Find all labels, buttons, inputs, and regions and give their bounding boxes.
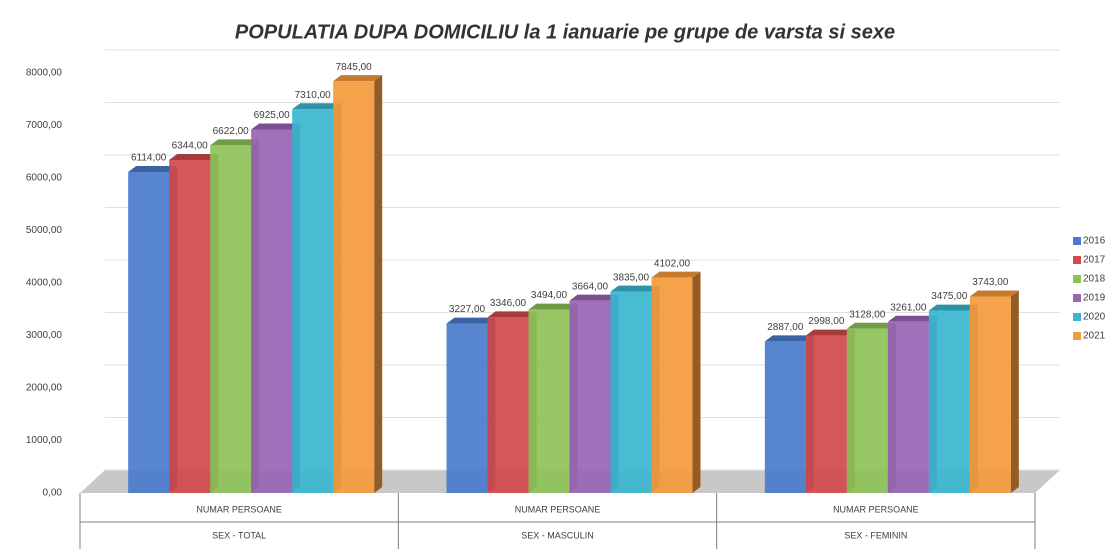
legend-swatch [1073,294,1081,302]
bar [846,328,888,493]
bar-top [169,153,219,160]
bar-top [487,311,537,318]
bar [887,321,929,493]
legend-label: 2018 [1083,274,1106,285]
bar [169,159,211,493]
data-label: 7845,00 [336,62,373,73]
data-label: 3494,00 [531,290,568,301]
bar-top [651,271,701,278]
bar [487,317,529,493]
y-tick-label: 2000,00 [26,383,63,394]
x-tick-label: SEX - MASCULIN [521,530,594,540]
data-label: 6114,00 [131,153,167,164]
data-label: 3128,00 [849,309,886,320]
bar [969,296,1011,493]
y-tick-label: 0,00 [43,488,63,499]
bar-side [374,75,383,493]
bar [128,172,170,493]
bar [764,341,806,493]
legend-label: 2016 [1083,236,1106,247]
bar-top [528,303,578,310]
bar [251,129,293,493]
bar-top [251,123,301,130]
bar [651,277,693,493]
bar-top [928,304,978,311]
x-tick-label: NUMAR PERSOANE [196,504,282,514]
bar-top [569,294,619,301]
data-label: 3227,00 [449,304,486,315]
legend-swatch [1073,237,1081,245]
y-tick-label: 3000,00 [26,330,63,341]
data-label: 3664,00 [572,281,609,292]
bar-top [846,322,896,329]
legend-label: 2017 [1083,255,1106,266]
bar [528,309,570,493]
data-label: 2887,00 [767,322,804,333]
y-tick-label: 4000,00 [26,278,63,289]
chart-title: POPULATIA DUPA DOMICILIU la 1 ianuarie p… [235,21,895,43]
data-label: 6344,00 [172,141,209,152]
data-label: 3261,00 [890,302,927,313]
data-label: 6925,00 [254,110,291,121]
y-tick-label: 8000,00 [26,68,63,79]
legend-swatch [1073,275,1081,283]
data-label: 3743,00 [972,277,1009,288]
bar [333,81,375,493]
x-tick-label: SEX - TOTAL [212,530,266,540]
data-label: 3475,00 [931,291,968,302]
data-label: 7310,00 [295,90,332,101]
bar-top [887,315,937,322]
bar-top [969,290,1019,297]
y-tick-label: 5000,00 [26,225,63,236]
y-tick-label: 7000,00 [26,120,63,131]
data-label: 3346,00 [490,298,527,309]
bar [210,145,252,493]
data-label: 4102,00 [654,258,691,269]
bar-top [292,103,342,110]
bar-top [610,285,660,292]
legend-swatch [1073,332,1081,340]
legend-swatch [1073,256,1081,264]
bar-side [1010,290,1019,493]
y-tick-label: 1000,00 [26,435,63,446]
data-label: 2998,00 [808,316,845,327]
bar-top [210,139,260,146]
bar [446,323,488,493]
legend-label: 2021 [1083,331,1106,342]
legend-label: 2020 [1083,312,1106,323]
legend-label: 2019 [1083,293,1106,304]
bar [610,291,652,493]
data-label: 6622,00 [213,126,250,137]
bar-top [333,75,383,82]
bar-top [446,317,496,324]
x-tick-label: SEX - FEMININ [844,530,907,540]
bar-top [805,329,855,336]
bar [292,109,334,493]
bar [805,335,847,493]
data-label: 3835,00 [613,272,650,283]
bar-side [692,271,701,493]
y-tick-label: 6000,00 [26,173,63,184]
bar-top [128,166,178,173]
bar-top [764,335,814,342]
legend-swatch [1073,313,1081,321]
bar [928,310,970,493]
bar [569,300,611,493]
x-tick-label: NUMAR PERSOANE [515,504,601,514]
x-tick-label: NUMAR PERSOANE [833,504,919,514]
